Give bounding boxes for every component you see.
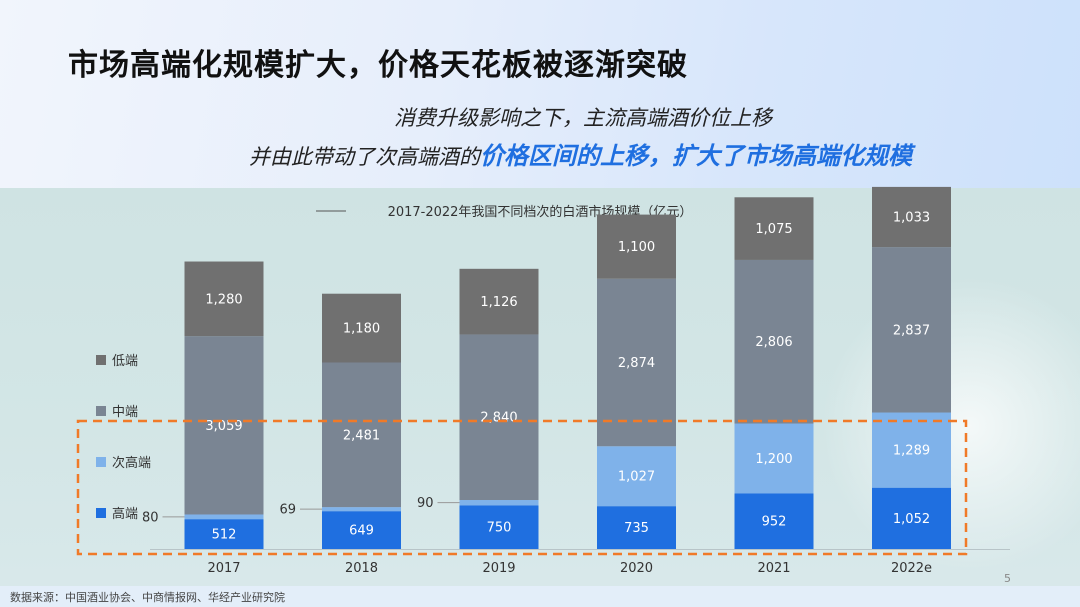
bar-label-mid-2017: 3,059 [205,419,242,434]
bar-label-low-2017: 1,280 [205,292,242,307]
header-banner: 市场高端化规模扩大，价格天花板被逐渐突破 消费升级影响之下，主流高端酒价位上移 … [0,0,1080,188]
bar-label-sub-high-2020: 1,027 [618,470,655,485]
bar-high-2020 [597,506,676,549]
bar-label-low-2019: 1,126 [480,295,517,310]
bar-mid-2021 [734,259,814,424]
bar-high-2018 [322,511,401,549]
legend-label-mid: 中端 [112,405,138,420]
legend-label-high: 高端 [112,506,138,522]
bar-low-2022e [872,186,951,248]
bar-label-high-2018: 649 [349,524,374,539]
bar-label-low-2018: 1,180 [343,322,380,337]
bar-label-high-2020: 735 [624,521,649,536]
bar-label-high-2022e: 1,052 [893,512,930,527]
bar-sub-high-2021 [734,423,814,494]
x-tick-label-2020: 2020 [620,561,653,576]
bar-high-2019 [459,505,539,549]
bar-label-high-2021: 952 [762,515,787,530]
bar-high-2022e [872,487,951,549]
source-note: 数据来源：中国酒业协会、中商情报网、华经产业研究院 [10,591,285,604]
legend-label-low: 低端 [112,354,138,369]
bar-mid-2018 [322,362,401,508]
bar-low-2020 [597,214,676,279]
legend-swatch-low [96,355,106,365]
x-tick-label-2022e: 2022e [891,561,932,576]
bar-low-2019 [459,268,539,335]
bar-sub-high-2018 [322,507,401,512]
subtitle-line-1: 消费升级影响之下，主流高端酒价位上移 [394,106,772,130]
bar-label-sub-high-2017: 80 [142,510,159,525]
bar-mid-2017 [184,336,264,515]
bar-sub-high-2022e [872,412,951,488]
bar-mid-2022e [872,247,951,413]
legend-swatch-mid [96,406,106,416]
bar-label-mid-2019: 2,840 [480,411,517,426]
subtitle-line-2-highlight: 价格区间的上移，扩大了市场高端化规模 [480,142,912,170]
bar-low-2017 [184,261,264,337]
bar-label-sub-high-2018: 69 [279,503,296,518]
page-number: 5 [1004,572,1011,585]
bar-label-sub-high-2021: 1,200 [755,452,792,467]
bar-label-sub-high-2019: 90 [417,496,434,511]
bar-label-mid-2022e: 2,837 [893,323,930,338]
subtitle-line-2-prefix: 并由此带动了次高端酒的 [249,145,480,169]
bar-label-high-2017: 512 [212,528,237,543]
subtitle-line-2: 并由此带动了次高端酒的价格区间的上移，扩大了市场高端化规模 [249,136,912,171]
bar-sub-high-2019 [459,500,539,506]
bar-sub-high-2017 [184,514,264,520]
bar-label-low-2021: 1,075 [755,222,792,237]
bar-high-2017 [184,519,264,549]
x-tick-label-2019: 2019 [482,561,515,576]
bar-label-mid-2018: 2,481 [343,428,380,443]
x-tick-label-2021: 2021 [757,561,790,576]
bar-label-mid-2020: 2,874 [618,356,655,371]
slide-title: 市场高端化规模扩大，价格天花板被逐渐突破 [68,48,688,83]
bar-high-2021 [734,493,814,549]
bar-label-high-2019: 750 [487,521,512,536]
bar-label-mid-2021: 2,806 [755,335,792,350]
bar-low-2021 [734,197,814,260]
legend-label-sub-high: 次高端 [112,455,151,471]
highlight-dashed-box [76,419,968,556]
bar-label-sub-high-2022e: 1,289 [893,444,930,459]
bar-label-low-2020: 1,100 [618,240,655,255]
bar-low-2018 [322,293,401,363]
x-tick-label-2018: 2018 [345,561,378,576]
legend-swatch-sub-high [96,457,106,467]
x-tick-label-2017: 2017 [207,561,240,576]
bar-mid-2019 [459,334,539,501]
bar-label-low-2022e: 1,033 [893,211,930,226]
bar-sub-high-2020 [597,446,676,507]
legend-swatch-high [96,508,106,518]
bar-mid-2020 [597,278,676,447]
